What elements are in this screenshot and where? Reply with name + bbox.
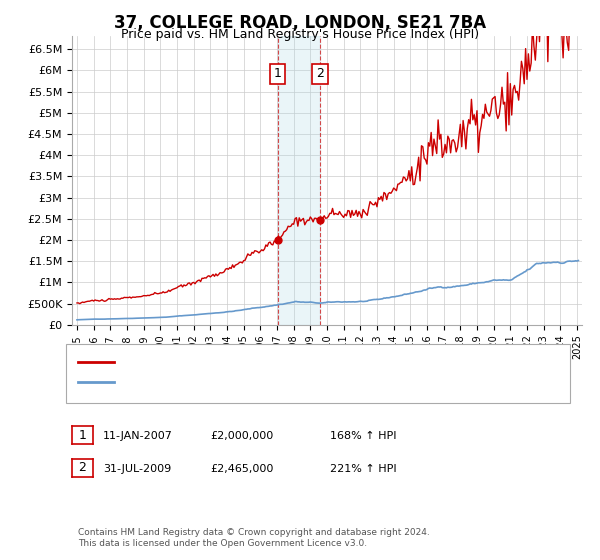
Text: 37, COLLEGE ROAD, LONDON, SE21 7BA (detached house): 37, COLLEGE ROAD, LONDON, SE21 7BA (deta… — [123, 357, 429, 367]
Bar — [277, 36, 320, 325]
Text: 37, COLLEGE ROAD, LONDON, SE21 7BA: 37, COLLEGE ROAD, LONDON, SE21 7BA — [114, 14, 486, 32]
Text: Price paid vs. HM Land Registry's House Price Index (HPI): Price paid vs. HM Land Registry's House … — [121, 28, 479, 41]
Text: £2,465,000: £2,465,000 — [210, 464, 274, 474]
Text: 2: 2 — [316, 67, 324, 81]
Text: 31-JUL-2009: 31-JUL-2009 — [103, 464, 172, 474]
Text: 11-JAN-2007: 11-JAN-2007 — [103, 431, 173, 441]
Text: 1: 1 — [79, 428, 86, 442]
Text: £2,000,000: £2,000,000 — [210, 431, 273, 441]
Text: 168% ↑ HPI: 168% ↑ HPI — [330, 431, 397, 441]
Text: 2: 2 — [79, 461, 86, 474]
Text: HPI: Average price, detached house, Southwark: HPI: Average price, detached house, Sout… — [123, 377, 371, 388]
Text: 221% ↑ HPI: 221% ↑ HPI — [330, 464, 397, 474]
Text: Contains HM Land Registry data © Crown copyright and database right 2024.
This d: Contains HM Land Registry data © Crown c… — [78, 528, 430, 548]
Text: 1: 1 — [274, 67, 281, 81]
